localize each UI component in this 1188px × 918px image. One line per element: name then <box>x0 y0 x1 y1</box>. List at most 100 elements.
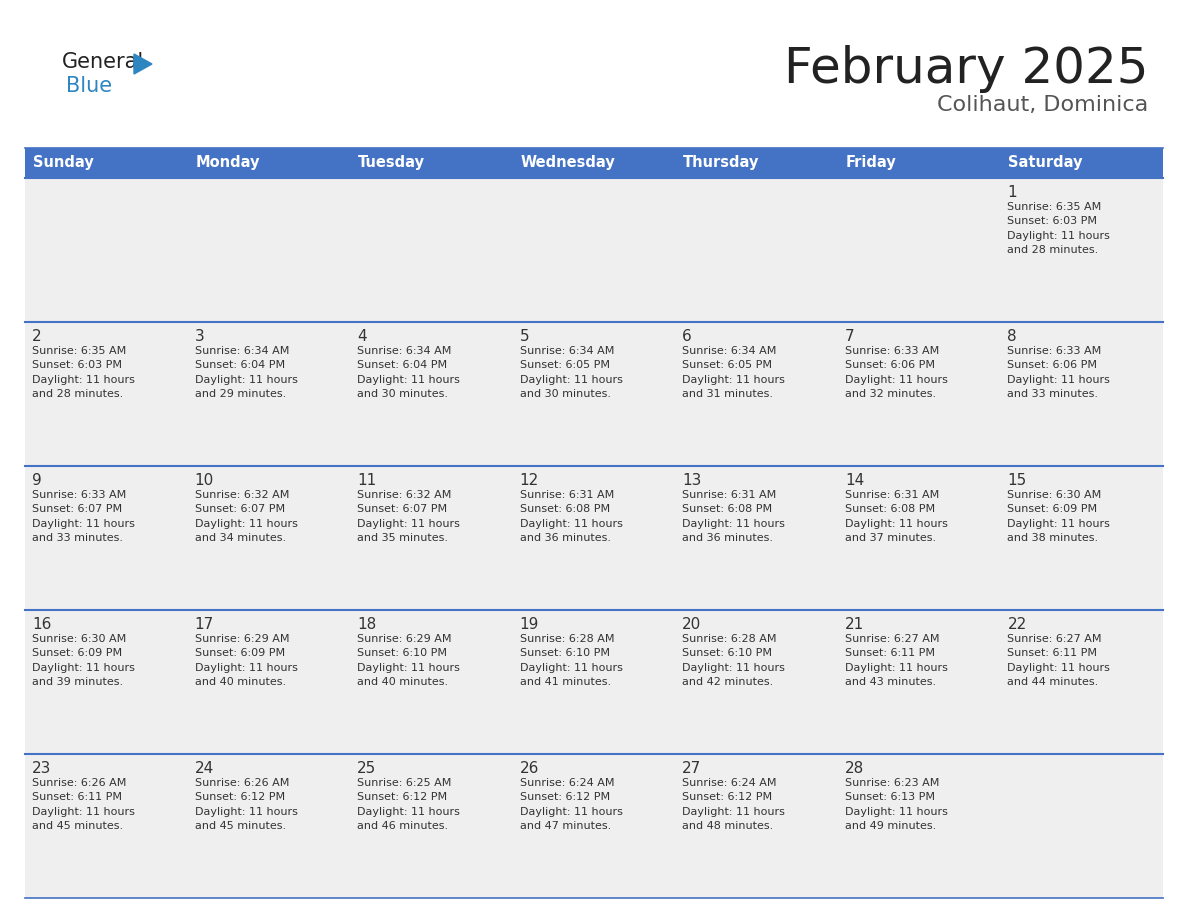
Bar <box>1000 148 1163 178</box>
Text: Sunrise: 6:27 AM
Sunset: 6:11 PM
Daylight: 11 hours
and 44 minutes.: Sunrise: 6:27 AM Sunset: 6:11 PM Dayligh… <box>1007 634 1111 688</box>
Text: Sunrise: 6:34 AM
Sunset: 6:05 PM
Daylight: 11 hours
and 31 minutes.: Sunrise: 6:34 AM Sunset: 6:05 PM Dayligh… <box>682 346 785 399</box>
Bar <box>25 466 188 610</box>
Bar <box>350 322 513 466</box>
Bar <box>838 178 1000 322</box>
Bar <box>675 148 838 178</box>
Text: 19: 19 <box>519 617 539 632</box>
Text: Sunrise: 6:29 AM
Sunset: 6:10 PM
Daylight: 11 hours
and 40 minutes.: Sunrise: 6:29 AM Sunset: 6:10 PM Dayligh… <box>358 634 460 688</box>
Bar <box>350 610 513 754</box>
Text: 25: 25 <box>358 761 377 776</box>
Text: 20: 20 <box>682 617 702 632</box>
Bar <box>675 322 838 466</box>
Bar <box>1000 754 1163 898</box>
Text: Sunrise: 6:34 AM
Sunset: 6:05 PM
Daylight: 11 hours
and 30 minutes.: Sunrise: 6:34 AM Sunset: 6:05 PM Dayligh… <box>519 346 623 399</box>
Text: 28: 28 <box>845 761 864 776</box>
Text: Sunrise: 6:25 AM
Sunset: 6:12 PM
Daylight: 11 hours
and 46 minutes.: Sunrise: 6:25 AM Sunset: 6:12 PM Dayligh… <box>358 778 460 831</box>
Text: 11: 11 <box>358 473 377 488</box>
Text: Sunrise: 6:35 AM
Sunset: 6:03 PM
Daylight: 11 hours
and 28 minutes.: Sunrise: 6:35 AM Sunset: 6:03 PM Dayligh… <box>32 346 135 399</box>
Bar <box>188 148 350 178</box>
Text: 2: 2 <box>32 329 42 344</box>
Text: Sunrise: 6:30 AM
Sunset: 6:09 PM
Daylight: 11 hours
and 38 minutes.: Sunrise: 6:30 AM Sunset: 6:09 PM Dayligh… <box>1007 490 1111 543</box>
Text: 24: 24 <box>195 761 214 776</box>
Bar <box>25 610 188 754</box>
Text: Sunrise: 6:24 AM
Sunset: 6:12 PM
Daylight: 11 hours
and 47 minutes.: Sunrise: 6:24 AM Sunset: 6:12 PM Dayligh… <box>519 778 623 831</box>
Text: 4: 4 <box>358 329 367 344</box>
Bar <box>513 148 675 178</box>
Text: Sunrise: 6:34 AM
Sunset: 6:04 PM
Daylight: 11 hours
and 30 minutes.: Sunrise: 6:34 AM Sunset: 6:04 PM Dayligh… <box>358 346 460 399</box>
Text: Sunrise: 6:28 AM
Sunset: 6:10 PM
Daylight: 11 hours
and 41 minutes.: Sunrise: 6:28 AM Sunset: 6:10 PM Dayligh… <box>519 634 623 688</box>
Text: 23: 23 <box>32 761 51 776</box>
Text: Sunrise: 6:33 AM
Sunset: 6:06 PM
Daylight: 11 hours
and 33 minutes.: Sunrise: 6:33 AM Sunset: 6:06 PM Dayligh… <box>1007 346 1111 399</box>
Text: 15: 15 <box>1007 473 1026 488</box>
Text: 9: 9 <box>32 473 42 488</box>
Text: 8: 8 <box>1007 329 1017 344</box>
Text: 13: 13 <box>682 473 702 488</box>
Bar <box>675 754 838 898</box>
Bar <box>188 178 350 322</box>
Text: Sunrise: 6:33 AM
Sunset: 6:07 PM
Daylight: 11 hours
and 33 minutes.: Sunrise: 6:33 AM Sunset: 6:07 PM Dayligh… <box>32 490 135 543</box>
Bar <box>838 148 1000 178</box>
Bar <box>675 466 838 610</box>
Text: Thursday: Thursday <box>683 155 759 171</box>
Text: Sunrise: 6:24 AM
Sunset: 6:12 PM
Daylight: 11 hours
and 48 minutes.: Sunrise: 6:24 AM Sunset: 6:12 PM Dayligh… <box>682 778 785 831</box>
Text: Sunrise: 6:28 AM
Sunset: 6:10 PM
Daylight: 11 hours
and 42 minutes.: Sunrise: 6:28 AM Sunset: 6:10 PM Dayligh… <box>682 634 785 688</box>
Bar <box>25 148 188 178</box>
Text: 18: 18 <box>358 617 377 632</box>
Bar <box>350 148 513 178</box>
Bar <box>838 322 1000 466</box>
Bar <box>513 610 675 754</box>
Bar <box>1000 322 1163 466</box>
Bar <box>188 754 350 898</box>
Text: 3: 3 <box>195 329 204 344</box>
Text: 21: 21 <box>845 617 864 632</box>
Text: 1: 1 <box>1007 185 1017 200</box>
Bar <box>838 610 1000 754</box>
Text: 7: 7 <box>845 329 854 344</box>
Bar <box>838 466 1000 610</box>
Text: 10: 10 <box>195 473 214 488</box>
Bar <box>513 322 675 466</box>
Text: Saturday: Saturday <box>1009 155 1083 171</box>
Text: 17: 17 <box>195 617 214 632</box>
Bar <box>513 178 675 322</box>
Text: 16: 16 <box>32 617 51 632</box>
Bar <box>1000 178 1163 322</box>
Text: 12: 12 <box>519 473 539 488</box>
Text: Sunrise: 6:30 AM
Sunset: 6:09 PM
Daylight: 11 hours
and 39 minutes.: Sunrise: 6:30 AM Sunset: 6:09 PM Dayligh… <box>32 634 135 688</box>
Text: Blue: Blue <box>67 76 112 96</box>
Bar <box>188 610 350 754</box>
Bar <box>25 754 188 898</box>
Text: 6: 6 <box>682 329 693 344</box>
Bar <box>25 322 188 466</box>
Text: Sunrise: 6:35 AM
Sunset: 6:03 PM
Daylight: 11 hours
and 28 minutes.: Sunrise: 6:35 AM Sunset: 6:03 PM Dayligh… <box>1007 202 1111 255</box>
Bar <box>350 466 513 610</box>
Bar <box>513 466 675 610</box>
Bar <box>838 754 1000 898</box>
Text: Sunrise: 6:31 AM
Sunset: 6:08 PM
Daylight: 11 hours
and 36 minutes.: Sunrise: 6:31 AM Sunset: 6:08 PM Dayligh… <box>682 490 785 543</box>
Bar <box>188 322 350 466</box>
Text: Sunrise: 6:32 AM
Sunset: 6:07 PM
Daylight: 11 hours
and 34 minutes.: Sunrise: 6:32 AM Sunset: 6:07 PM Dayligh… <box>195 490 297 543</box>
Text: Tuesday: Tuesday <box>358 155 425 171</box>
Text: 27: 27 <box>682 761 702 776</box>
Text: Monday: Monday <box>196 155 260 171</box>
Polygon shape <box>134 54 152 74</box>
Text: 26: 26 <box>519 761 539 776</box>
Text: Sunrise: 6:26 AM
Sunset: 6:11 PM
Daylight: 11 hours
and 45 minutes.: Sunrise: 6:26 AM Sunset: 6:11 PM Dayligh… <box>32 778 135 831</box>
Bar <box>350 178 513 322</box>
Text: Wednesday: Wednesday <box>520 155 615 171</box>
Text: Sunrise: 6:26 AM
Sunset: 6:12 PM
Daylight: 11 hours
and 45 minutes.: Sunrise: 6:26 AM Sunset: 6:12 PM Dayligh… <box>195 778 297 831</box>
Text: General: General <box>62 52 144 72</box>
Text: 22: 22 <box>1007 617 1026 632</box>
Text: Sunrise: 6:29 AM
Sunset: 6:09 PM
Daylight: 11 hours
and 40 minutes.: Sunrise: 6:29 AM Sunset: 6:09 PM Dayligh… <box>195 634 297 688</box>
Text: Sunrise: 6:23 AM
Sunset: 6:13 PM
Daylight: 11 hours
and 49 minutes.: Sunrise: 6:23 AM Sunset: 6:13 PM Dayligh… <box>845 778 948 831</box>
Text: Sunrise: 6:31 AM
Sunset: 6:08 PM
Daylight: 11 hours
and 36 minutes.: Sunrise: 6:31 AM Sunset: 6:08 PM Dayligh… <box>519 490 623 543</box>
Text: Sunrise: 6:32 AM
Sunset: 6:07 PM
Daylight: 11 hours
and 35 minutes.: Sunrise: 6:32 AM Sunset: 6:07 PM Dayligh… <box>358 490 460 543</box>
Bar <box>513 754 675 898</box>
Bar <box>188 466 350 610</box>
Text: Sunrise: 6:31 AM
Sunset: 6:08 PM
Daylight: 11 hours
and 37 minutes.: Sunrise: 6:31 AM Sunset: 6:08 PM Dayligh… <box>845 490 948 543</box>
Text: Sunrise: 6:34 AM
Sunset: 6:04 PM
Daylight: 11 hours
and 29 minutes.: Sunrise: 6:34 AM Sunset: 6:04 PM Dayligh… <box>195 346 297 399</box>
Text: Colihaut, Dominica: Colihaut, Dominica <box>937 95 1148 115</box>
Text: Sunrise: 6:27 AM
Sunset: 6:11 PM
Daylight: 11 hours
and 43 minutes.: Sunrise: 6:27 AM Sunset: 6:11 PM Dayligh… <box>845 634 948 688</box>
Text: 5: 5 <box>519 329 530 344</box>
Bar <box>675 610 838 754</box>
